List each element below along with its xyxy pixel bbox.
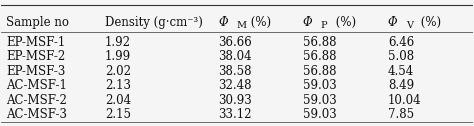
Text: (%): (%) <box>247 16 272 29</box>
Text: 33.12: 33.12 <box>218 108 252 121</box>
Text: 4.54: 4.54 <box>388 65 414 78</box>
Text: Φ: Φ <box>303 16 312 29</box>
Text: Sample no: Sample no <box>6 16 69 29</box>
Text: 56.88: 56.88 <box>303 50 337 63</box>
Text: M: M <box>236 21 246 30</box>
Text: 10.04: 10.04 <box>388 94 421 107</box>
Text: 38.58: 38.58 <box>218 65 252 78</box>
Text: EP-MSF-3: EP-MSF-3 <box>6 65 65 78</box>
Text: 5.08: 5.08 <box>388 50 414 63</box>
Text: 2.15: 2.15 <box>105 108 131 121</box>
Text: 30.93: 30.93 <box>218 94 252 107</box>
Text: 56.88: 56.88 <box>303 65 337 78</box>
Text: AC-MSF-1: AC-MSF-1 <box>6 79 67 92</box>
Text: 56.88: 56.88 <box>303 36 337 49</box>
Text: 2.04: 2.04 <box>105 94 131 107</box>
Text: Φ: Φ <box>388 16 397 29</box>
Text: V: V <box>406 21 413 30</box>
Text: EP-MSF-2: EP-MSF-2 <box>6 50 65 63</box>
Text: AC-MSF-3: AC-MSF-3 <box>6 108 67 121</box>
Text: (%): (%) <box>417 16 441 29</box>
Text: 32.48: 32.48 <box>218 79 252 92</box>
Text: 1.92: 1.92 <box>105 36 131 49</box>
Text: 59.03: 59.03 <box>303 94 337 107</box>
Text: 6.46: 6.46 <box>388 36 414 49</box>
Text: 38.04: 38.04 <box>218 50 252 63</box>
Text: 36.66: 36.66 <box>218 36 252 49</box>
Text: EP-MSF-1: EP-MSF-1 <box>6 36 65 49</box>
Text: 59.03: 59.03 <box>303 79 337 92</box>
Text: 2.13: 2.13 <box>105 79 131 92</box>
Text: 59.03: 59.03 <box>303 108 337 121</box>
Text: Φ: Φ <box>218 16 228 29</box>
Text: 2.02: 2.02 <box>105 65 131 78</box>
Text: 8.49: 8.49 <box>388 79 414 92</box>
Text: Density (g·cm⁻³): Density (g·cm⁻³) <box>105 16 203 29</box>
Text: 7.85: 7.85 <box>388 108 414 121</box>
Text: (%): (%) <box>332 16 356 29</box>
Text: P: P <box>321 21 328 30</box>
Text: 1.99: 1.99 <box>105 50 131 63</box>
Text: AC-MSF-2: AC-MSF-2 <box>6 94 67 107</box>
